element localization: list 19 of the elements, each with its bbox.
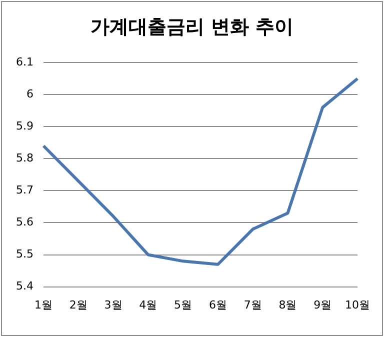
y-tick-label: 5.5	[16, 248, 34, 261]
x-tick-label: 3월	[104, 298, 122, 312]
y-tick-label: 5.7	[16, 184, 34, 197]
x-tick-label: 7월	[244, 298, 262, 312]
x-tick-label: 5월	[174, 298, 192, 312]
y-tick-label: 5.8	[16, 152, 34, 165]
chart-title: 가계대출금리 변화 추이	[89, 15, 295, 40]
y-tick-label: 6	[26, 87, 34, 100]
x-tick-label: 8월	[278, 298, 297, 312]
x-tick-label: 9월	[314, 298, 332, 312]
y-tick-label: 5.6	[16, 216, 34, 229]
x-tick-label: 10월	[345, 298, 370, 312]
y-tick-label: 6.1	[16, 55, 34, 68]
x-tick-label: 1월	[34, 298, 52, 312]
y-tick-label: 5.4	[16, 280, 34, 293]
x-tick-label: 4월	[139, 298, 158, 312]
y-tick-label: 5.9	[16, 120, 34, 133]
x-tick-label: 2월	[69, 298, 88, 312]
x-tick-label: 6월	[208, 298, 227, 312]
